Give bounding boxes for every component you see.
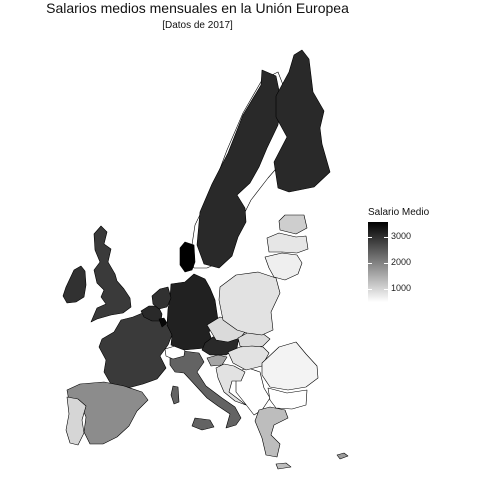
- region-sweden: [196, 69, 282, 269]
- region-portugal: [65, 396, 87, 446]
- region-bulgaria: [267, 387, 308, 410]
- region-luxembourg: [158, 317, 168, 328]
- region-romania: [261, 341, 319, 391]
- region-balkans: [235, 367, 271, 416]
- region-lithuania: [264, 252, 303, 281]
- map-title: Salarios medios mensuales en la Unión Eu…: [46, 0, 349, 16]
- legend-tick-mark: [368, 289, 372, 291]
- region-denmark: [179, 241, 196, 273]
- region-uk: [90, 225, 132, 323]
- legend-tick-mark: [384, 237, 388, 239]
- region-greece: [254, 406, 292, 470]
- legend-tick-mark: [368, 237, 372, 239]
- region-hungary: [227, 345, 270, 371]
- region-poland: [218, 271, 281, 336]
- region-finland: [273, 49, 331, 193]
- region-latvia: [266, 232, 309, 254]
- region-germany: [166, 273, 219, 351]
- legend-tick-label: 1000: [391, 283, 412, 294]
- legend-color-bar: [368, 222, 388, 302]
- legend-tick-mark: [384, 289, 388, 291]
- region-netherlands: [151, 286, 172, 310]
- region-estonia: [278, 214, 308, 235]
- region-italy: [169, 350, 242, 431]
- region-slovenia: [206, 354, 228, 367]
- legend-tick-mark: [384, 263, 388, 265]
- legend-tick-mark: [368, 263, 372, 265]
- region-ireland: [62, 265, 87, 304]
- legend-title: Salario Medio: [368, 207, 430, 218]
- legend-tick-label: 2000: [391, 257, 412, 268]
- legend-tick-label: 3000: [391, 231, 412, 242]
- region-croatia: [215, 363, 247, 406]
- region-cyprus: [336, 452, 349, 460]
- map-subtitle: [Datos de 2017]: [162, 20, 233, 31]
- region-belgium: [140, 305, 163, 322]
